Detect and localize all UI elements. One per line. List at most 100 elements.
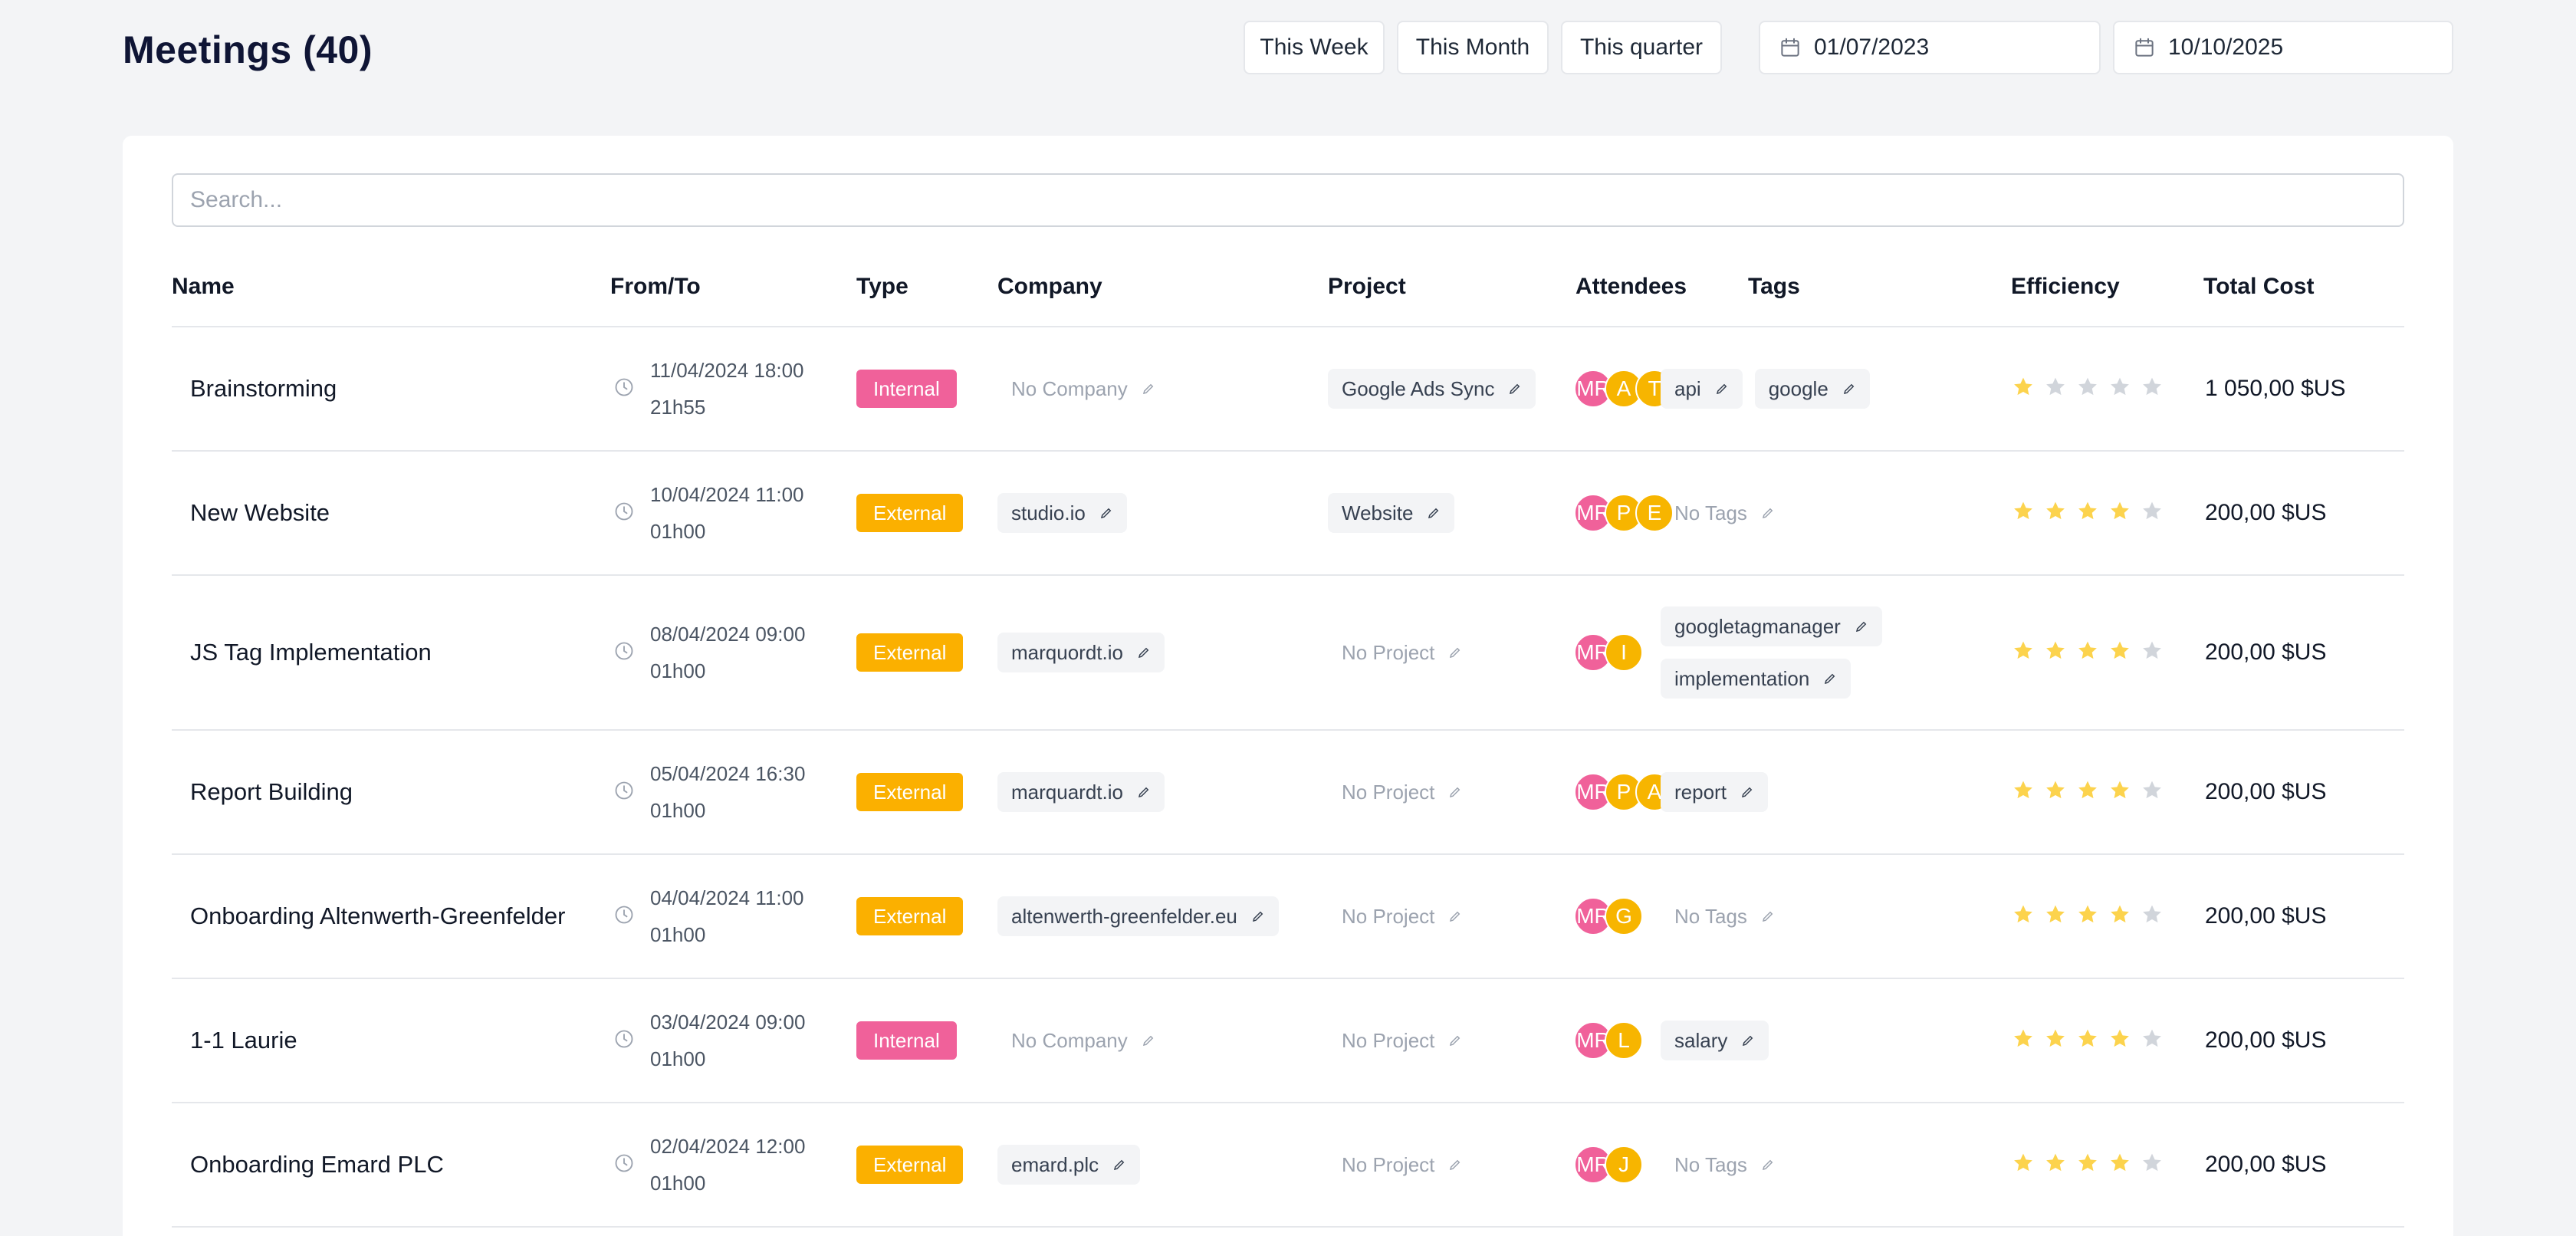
tag-chip[interactable]: implementation bbox=[1661, 659, 1852, 699]
column-header-tags[interactable]: Tags bbox=[1748, 274, 1800, 299]
efficiency-rating[interactable] bbox=[2012, 639, 2164, 666]
star-icon[interactable] bbox=[2141, 639, 2164, 666]
star-icon[interactable] bbox=[2141, 376, 2164, 403]
star-icon[interactable] bbox=[2044, 376, 2067, 403]
star-icon[interactable] bbox=[2012, 903, 2035, 930]
star-icon[interactable] bbox=[2012, 639, 2035, 666]
column-header-efficiency[interactable]: Efficiency bbox=[2011, 274, 2120, 299]
efficiency-rating[interactable] bbox=[2012, 1152, 2164, 1178]
meeting-name[interactable]: Brainstorming bbox=[190, 375, 337, 402]
avatar[interactable]: E bbox=[1635, 494, 1674, 532]
this-month-button[interactable]: This Month bbox=[1397, 21, 1549, 74]
company-chip[interactable]: marquardt.io bbox=[997, 772, 1165, 812]
pencil-icon[interactable] bbox=[1740, 781, 1754, 804]
company-chip[interactable]: No Company bbox=[997, 1021, 1169, 1060]
table-row[interactable]: JS Tag Implementation 08/04/2024 09:00 01h… bbox=[172, 576, 2404, 731]
star-icon[interactable] bbox=[2076, 1027, 2099, 1054]
avatar[interactable]: J bbox=[1605, 1146, 1643, 1184]
meeting-name[interactable]: Onboarding Altenwerth-Greenfelder bbox=[190, 902, 566, 929]
table-row[interactable]: Onboarding Altenwerth-Greenfelder 04/04/2… bbox=[172, 855, 2404, 979]
star-icon[interactable] bbox=[2044, 500, 2067, 527]
pencil-icon[interactable] bbox=[1251, 905, 1265, 929]
pencil-icon[interactable] bbox=[1112, 1153, 1126, 1177]
pencil-icon[interactable] bbox=[1448, 781, 1462, 804]
star-icon[interactable] bbox=[2012, 779, 2035, 806]
star-icon[interactable] bbox=[2012, 1027, 2035, 1054]
star-icon[interactable] bbox=[2141, 779, 2164, 806]
tag-chip[interactable]: googletagmanager bbox=[1661, 606, 1882, 646]
star-icon[interactable] bbox=[2044, 779, 2067, 806]
project-chip[interactable]: No Project bbox=[1328, 772, 1476, 812]
meeting-name[interactable]: 1-1 Laurie bbox=[190, 1027, 297, 1054]
meeting-name[interactable]: New Website bbox=[190, 499, 330, 526]
pencil-icon[interactable] bbox=[1427, 501, 1441, 525]
star-icon[interactable] bbox=[2076, 779, 2099, 806]
star-icon[interactable] bbox=[2076, 500, 2099, 527]
pencil-icon[interactable] bbox=[1142, 1029, 1155, 1053]
company-chip[interactable]: studio.io bbox=[997, 493, 1127, 533]
pencil-icon[interactable] bbox=[1137, 781, 1151, 804]
date-to-field[interactable]: 10/10/2025 bbox=[2113, 21, 2453, 74]
efficiency-rating[interactable] bbox=[2012, 1027, 2164, 1054]
efficiency-rating[interactable] bbox=[2012, 903, 2164, 930]
star-icon[interactable] bbox=[2044, 1027, 2067, 1054]
pencil-icon[interactable] bbox=[1448, 905, 1462, 929]
pencil-icon[interactable] bbox=[1508, 377, 1522, 401]
star-icon[interactable] bbox=[2108, 1152, 2131, 1178]
project-chip[interactable]: No Project bbox=[1328, 896, 1476, 936]
search-input[interactable] bbox=[172, 173, 2404, 227]
pencil-icon[interactable] bbox=[1142, 377, 1155, 401]
star-icon[interactable] bbox=[2141, 1152, 2164, 1178]
column-header-from-to[interactable]: From/To bbox=[610, 274, 701, 299]
meeting-name[interactable]: Report Building bbox=[190, 778, 353, 805]
tag-chip[interactable]: No Tags bbox=[1661, 896, 1789, 936]
star-icon[interactable] bbox=[2076, 903, 2099, 930]
star-icon[interactable] bbox=[2044, 1152, 2067, 1178]
pencil-icon[interactable] bbox=[1715, 377, 1729, 401]
star-icon[interactable] bbox=[2108, 500, 2131, 527]
this-week-button[interactable]: This Week bbox=[1244, 21, 1385, 74]
pencil-icon[interactable] bbox=[1741, 1029, 1755, 1053]
this-quarter-button[interactable]: This quarter bbox=[1561, 21, 1722, 74]
star-icon[interactable] bbox=[2141, 903, 2164, 930]
efficiency-rating[interactable] bbox=[2012, 376, 2164, 403]
table-row[interactable]: Brainstorming 11/04/2024 18:00 21h55 Intern… bbox=[172, 327, 2404, 452]
meeting-name[interactable]: Onboarding Emard PLC bbox=[190, 1151, 444, 1178]
pencil-icon[interactable] bbox=[1761, 501, 1775, 525]
column-header-name[interactable]: Name bbox=[172, 274, 235, 299]
tag-chip[interactable]: api bbox=[1661, 369, 1743, 409]
tag-chip[interactable]: google bbox=[1754, 369, 1870, 409]
column-header-project[interactable]: Project bbox=[1328, 274, 1406, 299]
pencil-icon[interactable] bbox=[1137, 641, 1151, 665]
column-header-total-cost[interactable]: Total Cost bbox=[2203, 274, 2315, 299]
company-chip[interactable]: marquordt.io bbox=[997, 633, 1165, 672]
date-from-field[interactable]: 01/07/2023 bbox=[1759, 21, 2101, 74]
company-chip[interactable]: altenwerth-greenfelder.eu bbox=[997, 896, 1279, 936]
pencil-icon[interactable] bbox=[1761, 905, 1775, 929]
company-chip[interactable]: emard.plc bbox=[997, 1145, 1141, 1185]
project-chip[interactable]: Website bbox=[1328, 493, 1455, 533]
table-row[interactable]: 1-1 Laurie 03/04/2024 09:00 01h00 Internal N… bbox=[172, 979, 2404, 1103]
tag-chip[interactable]: salary bbox=[1661, 1021, 1769, 1060]
star-icon[interactable] bbox=[2076, 376, 2099, 403]
star-icon[interactable] bbox=[2076, 639, 2099, 666]
avatar[interactable]: I bbox=[1605, 633, 1643, 672]
star-icon[interactable] bbox=[2012, 1152, 2035, 1178]
company-chip[interactable]: No Company bbox=[997, 369, 1169, 409]
star-icon[interactable] bbox=[2108, 779, 2131, 806]
meeting-name[interactable]: JS Tag Implementation bbox=[190, 639, 432, 666]
table-row[interactable]: New Website 10/04/2024 11:00 01h00 External… bbox=[172, 452, 2404, 576]
project-chip[interactable]: No Project bbox=[1328, 633, 1476, 672]
tag-chip[interactable]: report bbox=[1661, 772, 1768, 812]
efficiency-rating[interactable] bbox=[2012, 500, 2164, 527]
avatar[interactable]: MR bbox=[1574, 1021, 1612, 1060]
pencil-icon[interactable] bbox=[1448, 641, 1462, 665]
project-chip[interactable]: No Project bbox=[1328, 1145, 1476, 1185]
pencil-icon[interactable] bbox=[1448, 1153, 1462, 1177]
star-icon[interactable] bbox=[2108, 639, 2131, 666]
column-header-attendees[interactable]: Attendees bbox=[1576, 274, 1687, 299]
star-icon[interactable] bbox=[2108, 1027, 2131, 1054]
efficiency-rating[interactable] bbox=[2012, 779, 2164, 806]
pencil-icon[interactable] bbox=[1855, 615, 1868, 639]
star-icon[interactable] bbox=[2108, 903, 2131, 930]
